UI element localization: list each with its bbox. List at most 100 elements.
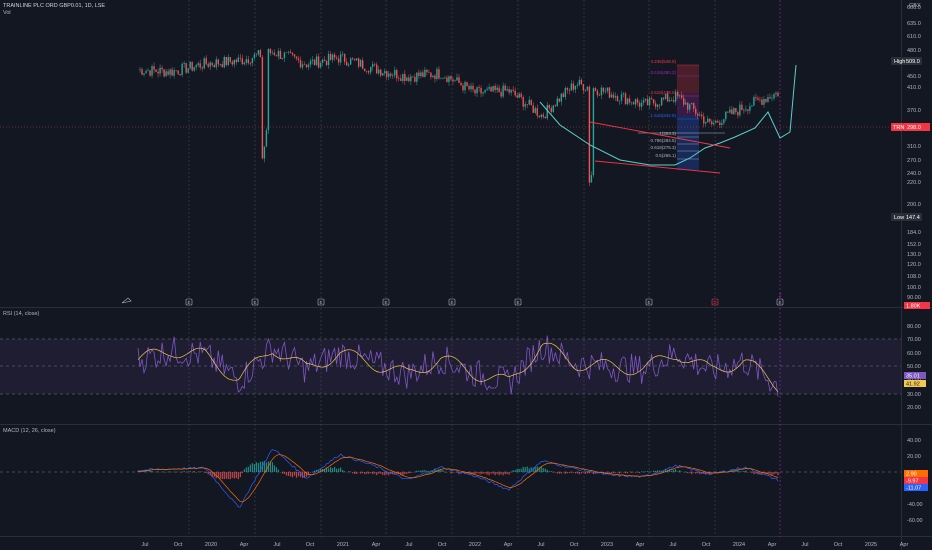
candle[interactable] xyxy=(500,88,502,99)
candle[interactable] xyxy=(141,67,143,76)
candle[interactable] xyxy=(321,58,324,67)
candle[interactable] xyxy=(697,112,699,120)
candle[interactable] xyxy=(466,81,468,87)
candle[interactable] xyxy=(351,57,354,61)
candle[interactable] xyxy=(217,58,219,68)
candle[interactable] xyxy=(522,95,524,111)
candle[interactable] xyxy=(731,105,733,115)
candle[interactable] xyxy=(295,56,298,61)
candle[interactable] xyxy=(528,96,530,106)
candle[interactable] xyxy=(534,106,536,115)
candle[interactable] xyxy=(510,89,512,96)
candle[interactable] xyxy=(145,69,147,74)
candle[interactable] xyxy=(392,73,394,79)
candle[interactable] xyxy=(514,87,516,98)
candle[interactable] xyxy=(231,60,233,67)
macd-line[interactable] xyxy=(137,449,779,508)
candle[interactable] xyxy=(526,104,528,108)
candle[interactable] xyxy=(245,55,248,66)
candle[interactable] xyxy=(432,75,434,79)
candle[interactable] xyxy=(139,67,141,73)
candle[interactable] xyxy=(227,54,229,67)
candle[interactable] xyxy=(173,67,175,79)
candle[interactable] xyxy=(642,97,645,106)
candle[interactable] xyxy=(265,127,268,148)
candle[interactable] xyxy=(440,77,442,80)
candle[interactable] xyxy=(233,59,235,68)
candle[interactable] xyxy=(743,108,745,114)
candle[interactable] xyxy=(749,102,751,114)
candle[interactable] xyxy=(331,53,334,63)
candle[interactable] xyxy=(572,80,575,93)
candle[interactable] xyxy=(691,102,693,105)
candle[interactable] xyxy=(259,48,262,58)
candle[interactable] xyxy=(496,84,498,93)
earnings-marker[interactable]: E xyxy=(645,298,653,306)
candle[interactable] xyxy=(729,106,731,114)
candle[interactable] xyxy=(606,87,609,94)
candle[interactable] xyxy=(640,99,643,111)
candle[interactable] xyxy=(582,83,585,95)
candle[interactable] xyxy=(751,104,753,108)
candle[interactable] xyxy=(560,92,563,106)
candle[interactable] xyxy=(183,61,185,68)
candle[interactable] xyxy=(153,62,155,74)
candle[interactable] xyxy=(215,56,217,70)
candle[interactable] xyxy=(416,72,418,86)
candle[interactable] xyxy=(185,62,187,75)
candle[interactable] xyxy=(504,83,506,92)
candle[interactable] xyxy=(384,68,386,76)
candle[interactable] xyxy=(420,70,422,79)
candle[interactable] xyxy=(482,91,484,97)
macd-signal-line[interactable] xyxy=(137,454,779,503)
earnings-marker[interactable]: E xyxy=(382,298,390,306)
candle[interactable] xyxy=(707,115,709,123)
candle[interactable] xyxy=(159,64,161,77)
candle[interactable] xyxy=(319,61,322,69)
candle[interactable] xyxy=(761,96,763,106)
candle[interactable] xyxy=(273,49,276,56)
candle[interactable] xyxy=(434,74,436,83)
candle[interactable] xyxy=(169,68,171,79)
candle[interactable] xyxy=(388,70,390,81)
candle[interactable] xyxy=(676,89,679,100)
candle[interactable] xyxy=(699,111,701,117)
candle[interactable] xyxy=(689,103,691,113)
candle[interactable] xyxy=(715,119,717,124)
candle[interactable] xyxy=(151,64,153,79)
candle[interactable] xyxy=(225,56,227,67)
candle[interactable] xyxy=(390,72,392,79)
candle[interactable] xyxy=(540,113,542,120)
candle[interactable] xyxy=(410,73,412,85)
earnings-marker[interactable]: E xyxy=(317,298,325,306)
candle[interactable] xyxy=(301,60,304,70)
candle[interactable] xyxy=(763,95,765,108)
candle[interactable] xyxy=(325,59,328,67)
candle[interactable] xyxy=(239,53,242,62)
candle[interactable] xyxy=(374,62,376,67)
candle[interactable] xyxy=(143,73,145,77)
candle[interactable] xyxy=(486,86,488,92)
fibonacci-extension[interactable] xyxy=(638,65,725,170)
candle[interactable] xyxy=(191,61,193,72)
candle[interactable] xyxy=(727,111,729,113)
candle[interactable] xyxy=(291,51,294,57)
candle[interactable] xyxy=(257,49,260,57)
candle[interactable] xyxy=(520,91,522,99)
candle[interactable] xyxy=(223,55,225,69)
candle[interactable] xyxy=(502,82,504,99)
candle[interactable] xyxy=(275,54,278,57)
candle[interactable] xyxy=(538,115,540,119)
candle[interactable] xyxy=(271,50,274,55)
candle[interactable] xyxy=(243,61,246,66)
candle[interactable] xyxy=(490,85,492,92)
candle[interactable] xyxy=(333,52,336,61)
candle[interactable] xyxy=(747,109,749,115)
candle[interactable] xyxy=(341,51,344,57)
candle[interactable] xyxy=(460,81,462,86)
candle[interactable] xyxy=(777,90,779,97)
candle[interactable] xyxy=(428,69,430,73)
candle[interactable] xyxy=(422,69,424,78)
candle[interactable] xyxy=(357,57,360,69)
resistance-trendline[interactable] xyxy=(589,121,731,149)
